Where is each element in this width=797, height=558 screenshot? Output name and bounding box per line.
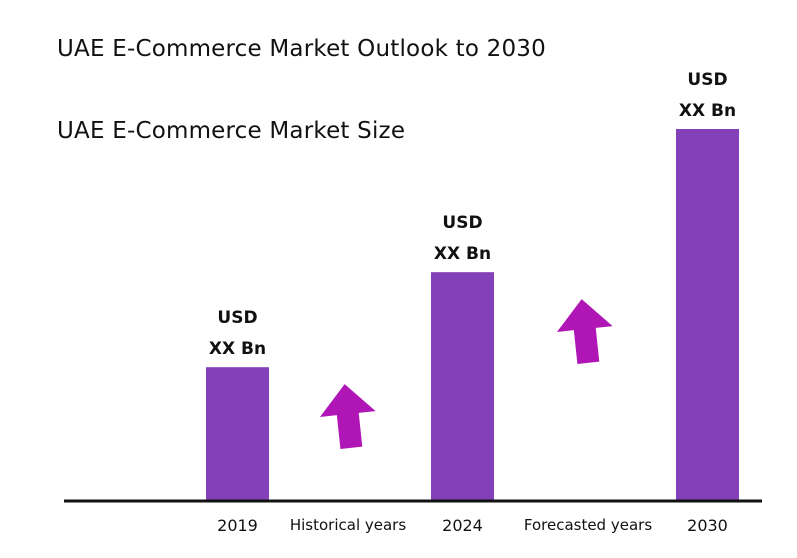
bar-2024	[431, 272, 494, 501]
labels-layer: USD XX Bn 2019 USD XX Bn 2024 USD XX Bn 2030 Hist…	[209, 70, 736, 535]
bar-value-label-2030-line1: USD	[687, 70, 727, 90]
growth-arrow-up-icon-forecasted	[556, 299, 613, 364]
x-tick-label-2024: 2024	[442, 516, 483, 535]
x-tick-label-2030: 2030	[687, 516, 728, 535]
period-label-historical: Historical years	[290, 516, 406, 534]
bar-value-label-2030-line2: XX Bn	[679, 101, 736, 121]
growth-arrow-up-icon-historical	[319, 384, 376, 449]
period-label-forecasted: Forecasted years	[524, 516, 652, 534]
bar-value-label-2019-line2: XX Bn	[209, 339, 266, 359]
bar-value-label-2024-line2: XX Bn	[434, 244, 491, 264]
chart-title: UAE E-Commerce Market Outlook to 2030	[57, 36, 546, 62]
bar-value-label-2019-line1: USD	[217, 308, 257, 328]
bar-2019	[206, 367, 269, 501]
bar-2030	[676, 129, 739, 501]
growth-arrows	[319, 299, 613, 449]
bars-layer	[206, 129, 739, 501]
chart-subtitle: UAE E-Commerce Market Size	[57, 118, 406, 144]
x-tick-label-2019: 2019	[217, 516, 258, 535]
bar-value-label-2024-line1: USD	[442, 213, 482, 233]
